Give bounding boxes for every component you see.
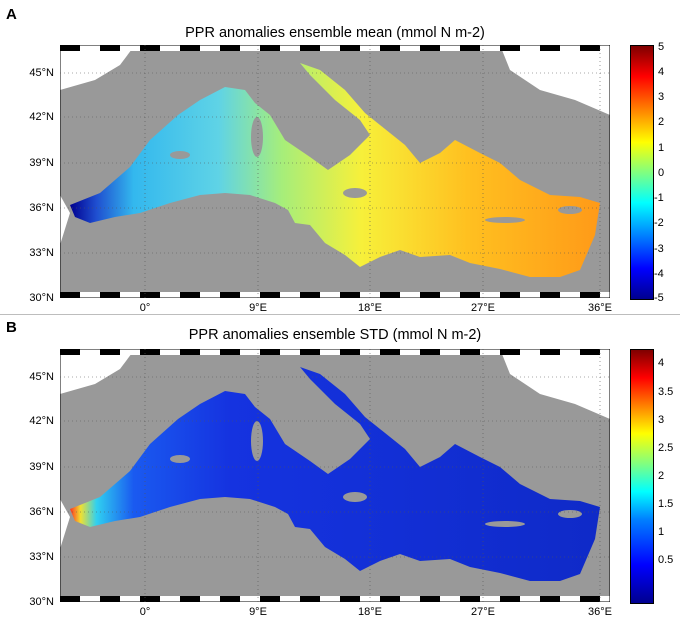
map-border-top <box>60 349 610 355</box>
map-a <box>60 45 610 298</box>
y-tick-label: 33°N <box>29 551 54 563</box>
colorbar-tick: 2 <box>658 116 665 128</box>
land-iberia-north <box>60 349 135 394</box>
land-atlantic <box>60 195 70 245</box>
y-tick-label: 45°N <box>29 371 54 383</box>
colorbar-tick: 4 <box>658 66 665 78</box>
map-b <box>60 349 610 602</box>
x-tick-label: 18°E <box>358 606 382 618</box>
y-tick-label: 30°N <box>29 292 54 304</box>
y-tick-label: 42°N <box>29 111 54 123</box>
island-cyprus <box>558 206 582 214</box>
y-tick-label: 33°N <box>29 247 54 259</box>
land-black-sea-region <box>500 45 610 115</box>
colorbar-tick: 1 <box>658 142 665 154</box>
panel-b: B PPR anomalies ensemble STD (mmol N m-2… <box>0 315 680 630</box>
panel-a: A PPR anomalies ensemble mean (mmol N m-… <box>0 0 680 314</box>
map-border-bottom <box>60 596 610 602</box>
x-tick-label: 0° <box>139 606 151 618</box>
colorbar <box>630 349 654 604</box>
x-tick-label: 18°E <box>358 302 382 314</box>
x-tick-label: 27°E <box>471 302 495 314</box>
sea-pixels-mean <box>70 63 600 277</box>
colorbar-tick: 3 <box>658 414 665 426</box>
island-sicily <box>343 188 367 198</box>
island-crete <box>485 521 525 527</box>
island-balearic <box>170 455 190 463</box>
panel-letter: A <box>6 6 17 23</box>
x-tick-label: 27°E <box>471 606 495 618</box>
colorbar-tick: -4 <box>654 268 664 280</box>
panel-title: PPR anomalies ensemble mean (mmol N m-2) <box>185 25 485 41</box>
y-tick-label: 45°N <box>29 67 54 79</box>
y-tick-label: 42°N <box>29 415 54 427</box>
island-cyprus <box>558 510 582 518</box>
colorbar-tick: -1 <box>654 192 664 204</box>
map-border-top <box>60 45 610 51</box>
panel-letter: B <box>6 319 17 336</box>
colorbar-tick: 5 <box>658 41 665 53</box>
land-iberia-north <box>60 45 135 90</box>
panel-title: PPR anomalies ensemble STD (mmol N m-2) <box>188 327 482 343</box>
colorbar-tick: 1.5 <box>658 498 674 510</box>
land-atlantic <box>60 499 70 549</box>
x-tick-label: 0° <box>139 302 151 314</box>
island-balearic <box>170 151 190 159</box>
x-tick-label: 9°E <box>249 302 267 314</box>
colorbar-tick: 4 <box>658 357 665 369</box>
x-tick-label: 36°E <box>588 606 612 618</box>
colorbar-tick: 0 <box>658 167 665 179</box>
colorbar-tick: 3 <box>658 91 665 103</box>
y-tick-label: 30°N <box>29 596 54 608</box>
colorbar-tick: 0.5 <box>658 554 674 566</box>
colorbar-tick: 2.5 <box>658 442 674 454</box>
island-sardinia-corsica <box>251 421 263 461</box>
colorbar-tick: -5 <box>654 292 664 304</box>
land-black-sea-region <box>500 349 610 419</box>
colorbar-tick: 1 <box>658 526 665 538</box>
y-tick-label: 39°N <box>29 461 54 473</box>
y-tick-label: 39°N <box>29 157 54 169</box>
colorbar-tick: 3.5 <box>658 386 674 398</box>
island-crete <box>485 217 525 223</box>
colorbar-tick: 2 <box>658 470 665 482</box>
map-border-bottom <box>60 292 610 298</box>
island-sardinia-corsica <box>251 117 263 157</box>
island-sicily <box>343 492 367 502</box>
colorbar <box>630 45 654 300</box>
colorbar-tick: -2 <box>654 217 664 229</box>
colorbar-tick: -3 <box>654 243 664 255</box>
y-tick-label: 36°N <box>29 506 54 518</box>
x-tick-label: 36°E <box>588 302 612 314</box>
x-tick-label: 9°E <box>249 606 267 618</box>
y-tick-label: 36°N <box>29 202 54 214</box>
sea-pixels-std <box>70 367 600 581</box>
panel-divider <box>0 314 680 315</box>
